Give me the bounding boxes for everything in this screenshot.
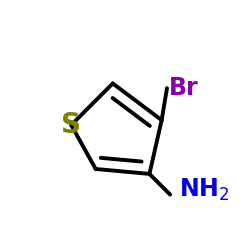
Text: NH$_2$: NH$_2$ — [179, 177, 229, 203]
Text: Br: Br — [169, 76, 199, 100]
Text: S: S — [61, 111, 81, 139]
